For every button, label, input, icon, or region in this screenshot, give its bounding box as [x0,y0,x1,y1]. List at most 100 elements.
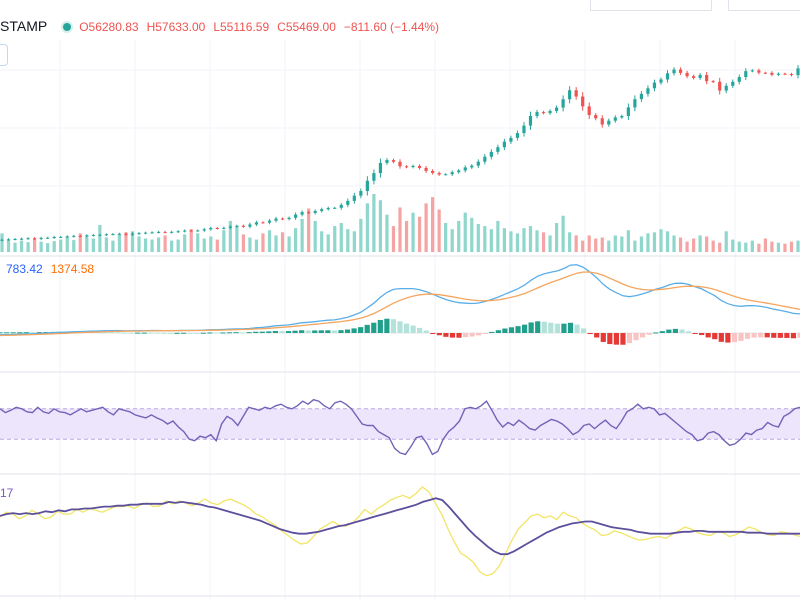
candle-body [450,172,454,175]
price-candle [33,237,37,241]
macd-histogram-bar [640,333,646,338]
candle-body [117,233,122,235]
macd-histogram-bar [561,323,567,333]
price-candle [678,67,683,76]
price-candle [52,235,56,239]
volume-bar [483,226,487,252]
candle-body [202,229,206,231]
candle-body [509,137,513,142]
candle-body [189,230,193,232]
price-candle [535,109,539,119]
price-candle [156,230,161,234]
candle-body [724,85,728,91]
volume-bar [143,238,148,252]
candle-body [241,225,246,227]
candle-body [594,115,598,119]
volume-bar [711,240,715,252]
macd-histogram-bar [744,333,751,339]
candle-body [646,88,650,94]
volume-bar [52,241,56,252]
macd-histogram [0,318,800,345]
ohlc-change: −811.60 (−1.44%) [343,20,440,34]
macd-histogram-bar [135,332,141,334]
volume-bar [731,239,735,252]
indicators-toggle-button[interactable] [0,44,8,66]
price-candle [698,72,702,80]
candle-body [665,73,670,80]
price-candle [554,105,559,114]
macd-histogram-bar [358,327,364,333]
volume-bar [541,232,546,252]
price-candle [391,158,396,164]
price-candle [111,233,115,236]
price-candle [437,171,441,176]
candle-body [339,204,343,208]
price-candle [502,138,506,151]
candle-body [359,191,363,196]
macd-histogram-bar [384,318,390,333]
candle-body [757,70,761,73]
price-candle [104,233,108,236]
volume-bar [639,236,644,252]
macd-histogram-bar [417,327,423,333]
volume-bar [613,235,617,252]
macd-histogram-bar [148,332,154,334]
price-candle [489,149,493,160]
volume-bar [789,241,794,252]
macd-histogram-bar [403,323,410,333]
price-candle [568,86,572,104]
candle-body [254,222,259,225]
volume-bar [261,233,265,252]
price-candle [85,234,89,238]
price-candle [19,237,24,241]
volume-bar [417,216,422,252]
macd-histogram-bar [607,333,613,345]
top-toolbar-box[interactable] [728,0,800,11]
price-candle [626,103,630,120]
macd-histogram-bar [692,333,698,334]
candle-body [385,160,389,163]
candle-body [228,226,232,228]
macd-histogram-bar [515,326,521,333]
price-candle [72,234,76,238]
candle-body [52,237,56,239]
macd-histogram-bar [318,330,324,333]
candle-body [104,234,108,236]
macd-histogram-bar [246,332,252,334]
volume-bar [365,203,369,252]
symbol-name[interactable]: STAMP [0,18,48,34]
price-candle [359,188,363,199]
volume-bar [307,208,311,252]
macd-histogram-bar [3,332,10,334]
candle-body [522,125,526,134]
price-candle [307,210,311,215]
price-candle [646,85,650,97]
macd-histogram-bar [331,330,338,333]
price-candle [783,72,787,76]
candle-body [581,96,585,107]
price-candle [196,229,200,232]
candle-body [346,200,350,205]
macd-histogram-bar [43,332,49,334]
price-candle [287,216,291,221]
candle-body [548,110,552,114]
volume-bar [117,234,122,252]
candle-body [796,68,800,76]
volume-bar [202,238,206,252]
macd-histogram-bar [587,333,593,334]
macd-histogram-bar [200,332,206,334]
volume-bar [744,242,748,252]
candle-body [39,237,43,239]
price-candle [378,158,383,178]
top-toolbar-box[interactable] [590,0,712,11]
volume-bar [78,233,82,252]
volume-bar [652,232,657,252]
candle-body [183,230,187,232]
macd-histogram-bar [161,332,167,334]
candle-body [692,76,696,78]
volume-bar [196,233,200,252]
volume-bar [633,240,637,252]
price-candle [424,166,428,173]
macd-histogram-bar [685,331,692,333]
